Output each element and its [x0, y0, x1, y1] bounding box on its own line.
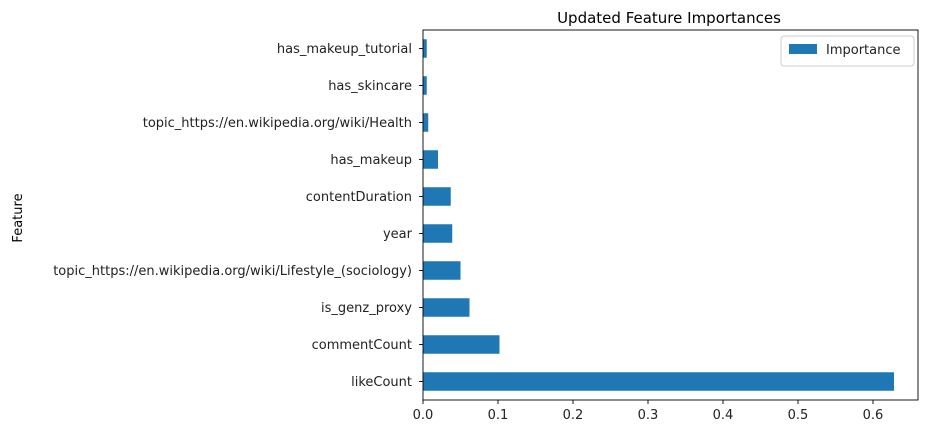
x-axis-ticks: 0.0 0.1 0.2 0.3 0.4 0.5 0.6	[413, 400, 884, 423]
legend-box	[780, 35, 915, 67]
bar-3	[423, 261, 461, 280]
y-tick-label: likeCount	[351, 375, 412, 390]
x-tick-label: 0.1	[488, 408, 509, 423]
bar-9	[423, 39, 427, 58]
bar-0	[423, 372, 894, 391]
bar-1	[423, 335, 500, 354]
y-tick-label: topic_https://en.wikipedia.org/wiki/Heal…	[143, 116, 412, 131]
x-tick-label: 0.2	[563, 408, 584, 423]
x-tick-label: 0.0	[413, 408, 434, 423]
y-axis-ticks: likeCount commentCount is_genz_proxy topic_…	[53, 42, 423, 390]
chart-title: Updated Feature Importances	[557, 9, 781, 27]
bar-7	[423, 113, 429, 132]
bar-8	[423, 76, 427, 95]
y-tick-label: year	[383, 227, 413, 242]
y-tick-label: commentCount	[312, 338, 412, 353]
plot-frame	[422, 29, 919, 401]
x-tick-label: 0.3	[638, 408, 659, 423]
legend-swatch	[789, 44, 817, 54]
legend-label: Importance	[826, 43, 901, 58]
bar-4	[423, 224, 453, 243]
y-tick-label: has_skincare	[328, 79, 412, 94]
x-tick-label: 0.5	[788, 408, 809, 423]
y-tick-label: topic_https://en.wikipedia.org/wiki/Life…	[53, 264, 412, 279]
bar-5	[423, 187, 451, 206]
bars	[423, 39, 894, 391]
y-tick-label: has_makeup_tutorial	[277, 42, 412, 57]
x-tick-label: 0.6	[863, 408, 884, 423]
y-axis-title: Feature	[11, 193, 26, 242]
bar-6	[423, 150, 438, 169]
axes-frame	[422, 29, 919, 401]
legend: Importance	[780, 35, 915, 67]
y-tick-label: contentDuration	[306, 190, 412, 205]
y-tick-label: is_genz_proxy	[321, 301, 412, 316]
y-tick-label: has_makeup	[330, 153, 412, 168]
x-tick-label: 0.4	[713, 408, 734, 423]
bar-2	[423, 298, 470, 317]
